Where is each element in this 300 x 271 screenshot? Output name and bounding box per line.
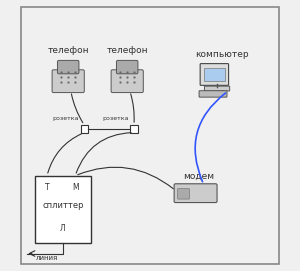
Text: М: М [72, 183, 79, 192]
FancyBboxPatch shape [58, 60, 79, 74]
Text: модем: модем [183, 172, 214, 180]
FancyBboxPatch shape [111, 70, 143, 93]
Bar [130, 125, 138, 133]
FancyBboxPatch shape [178, 189, 189, 199]
Text: линия: линия [36, 255, 58, 261]
Text: Т: Т [45, 183, 50, 192]
FancyBboxPatch shape [200, 64, 229, 85]
FancyBboxPatch shape [204, 86, 230, 91]
FancyBboxPatch shape [35, 176, 91, 243]
FancyBboxPatch shape [52, 70, 84, 93]
FancyBboxPatch shape [116, 60, 138, 74]
Text: телефон: телефон [106, 46, 148, 55]
Text: компьютер: компьютер [196, 50, 249, 59]
Bar [80, 125, 88, 133]
FancyBboxPatch shape [21, 7, 279, 264]
FancyBboxPatch shape [174, 184, 217, 202]
Text: розетка: розетка [102, 116, 129, 121]
Text: розетка: розетка [53, 116, 79, 121]
Text: телефон: телефон [47, 46, 89, 55]
Text: сплиттер: сплиттер [42, 201, 84, 210]
Text: Л: Л [60, 224, 66, 233]
FancyBboxPatch shape [204, 68, 225, 81]
FancyBboxPatch shape [199, 91, 227, 97]
